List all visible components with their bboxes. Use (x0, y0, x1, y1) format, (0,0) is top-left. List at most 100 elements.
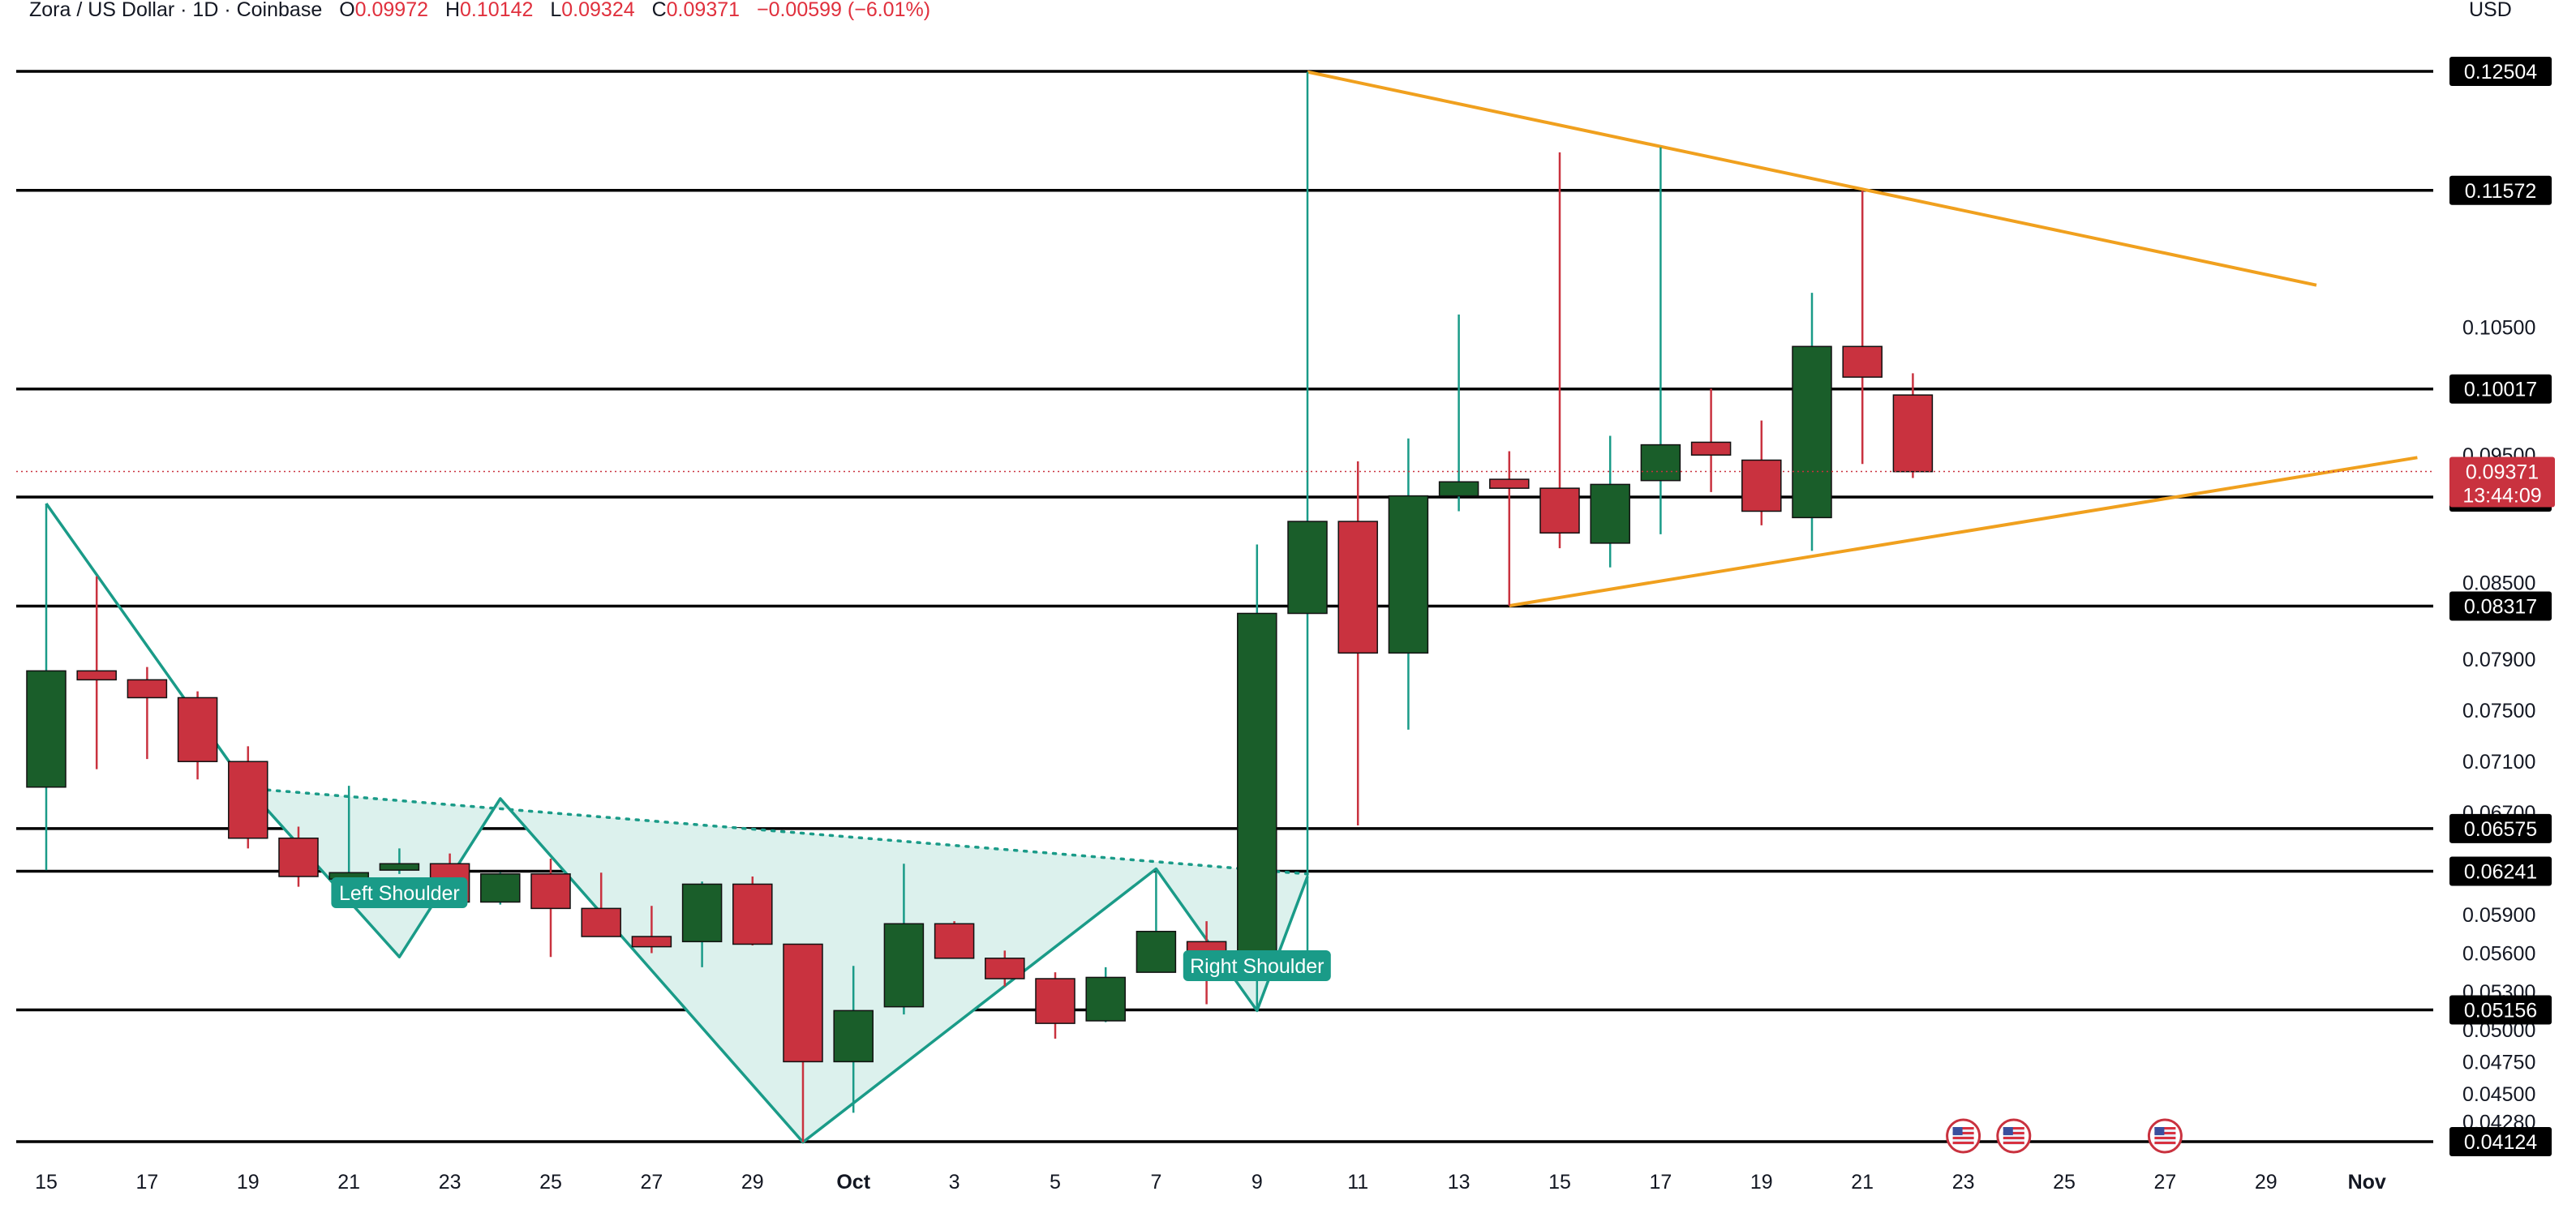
candle-body (379, 863, 420, 871)
close-label: C (652, 0, 667, 21)
pattern-fill (247, 788, 1307, 1142)
candle-body (883, 923, 925, 1008)
x-tick-label: 15 (1548, 1171, 1571, 1194)
candle-down[interactable] (1539, 152, 1580, 549)
level-tag (2449, 856, 2552, 886)
right-shoulder-label: Right Shoulder (1190, 955, 1324, 978)
candle-down[interactable] (1337, 461, 1378, 825)
candle-body (1287, 521, 1328, 615)
candle-down[interactable] (1035, 972, 1075, 1039)
candle-up[interactable] (1640, 147, 1681, 534)
x-tick-label: 29 (741, 1171, 764, 1194)
y-axis: 0.105000.095000.085000.079000.075000.071… (2462, 317, 2535, 1134)
candle-body (1337, 521, 1378, 654)
candle-up[interactable] (883, 864, 925, 1015)
candle-up[interactable] (1388, 438, 1429, 730)
candle-body (1035, 978, 1075, 1024)
candle-down[interactable] (1842, 191, 1883, 465)
level-tag-label: 0.06575 (2464, 818, 2537, 841)
x-tick-label: 15 (35, 1171, 58, 1194)
candle-down[interactable] (732, 876, 773, 946)
level-tag (2449, 813, 2552, 843)
candle-body (480, 873, 521, 903)
candle-down[interactable] (530, 858, 571, 958)
x-tick-label: 17 (1649, 1171, 1672, 1194)
us-flag-event-icon[interactable] (1946, 1118, 1981, 1154)
candle-down[interactable] (278, 826, 319, 887)
event-markers (1946, 1118, 2183, 1154)
pattern-line[interactable] (45, 503, 1309, 1144)
us-flag-event-icon[interactable] (2147, 1118, 2183, 1154)
candle-body (783, 943, 823, 1063)
x-tick-label: 9 (1252, 1171, 1263, 1194)
x-tick-label: Oct (836, 1171, 870, 1194)
open-value: 0.09972 (355, 0, 428, 21)
y-tick-label: 0.08500 (2462, 572, 2535, 595)
level-tag-label: 0.08317 (2464, 596, 2537, 619)
candle-up[interactable] (1136, 871, 1177, 973)
level-tag (2449, 57, 2552, 86)
level-tag-label: 0.11572 (2465, 180, 2537, 203)
candle-down[interactable] (934, 921, 975, 959)
triangle-upper-line[interactable] (1307, 70, 2317, 287)
x-tick-label: 19 (1750, 1171, 1773, 1194)
currency-label[interactable]: USD (2469, 0, 2512, 21)
candle-up[interactable] (1085, 967, 1126, 1022)
us-flag-event-icon[interactable] (1996, 1118, 2032, 1154)
left-shoulder-label: Left Shoulder (339, 882, 460, 905)
candle-up[interactable] (480, 872, 521, 905)
candle-up[interactable] (1438, 314, 1479, 512)
change-value: −0.00599 (−6.01%) (757, 0, 930, 21)
candle-down[interactable] (1489, 451, 1530, 606)
candle-down[interactable] (177, 691, 218, 780)
candle-up[interactable] (1590, 435, 1630, 568)
x-tick-label: 27 (2153, 1171, 2176, 1194)
candle-body (1792, 345, 1832, 519)
candle-up[interactable] (26, 504, 67, 871)
level-tag (2449, 175, 2552, 205)
y-tick-label: 0.07100 (2462, 751, 2535, 774)
level-tag-label: 0.10017 (2464, 379, 2537, 401)
candle-up[interactable] (1287, 71, 1328, 951)
candle-down[interactable] (985, 950, 1025, 987)
candle-body (1640, 444, 1681, 482)
open-label: O (339, 0, 354, 21)
candle-up[interactable] (681, 881, 723, 967)
candle-down[interactable] (228, 746, 268, 849)
candle-up[interactable] (379, 848, 420, 874)
candle-down[interactable] (127, 667, 168, 760)
candle-down[interactable] (631, 906, 672, 954)
candle-down[interactable] (1690, 388, 1732, 492)
candle-up[interactable] (1792, 293, 1832, 551)
candle-up[interactable] (1237, 544, 1277, 1009)
candle-body (1237, 612, 1277, 954)
level-tag (2449, 1127, 2552, 1156)
candle-down[interactable] (1892, 373, 1934, 478)
candle-body (1388, 495, 1429, 654)
candle-down[interactable] (581, 872, 621, 937)
candle-body (26, 670, 67, 788)
candle-down[interactable] (76, 576, 117, 769)
candle-body (228, 761, 268, 839)
candle-down[interactable] (783, 943, 823, 1142)
level-tag (2449, 995, 2552, 1025)
candlestick-series (26, 71, 1934, 1142)
candle-body (732, 883, 773, 945)
candle-up[interactable] (833, 966, 874, 1113)
x-tick-label: 29 (2255, 1171, 2278, 1194)
triangle-lower-line[interactable] (1509, 456, 2418, 608)
candle-body (1892, 394, 1934, 473)
candle-body (631, 936, 672, 948)
low-label: L (550, 0, 561, 21)
candle-down[interactable] (1741, 420, 1782, 525)
neckline[interactable] (247, 787, 1309, 876)
candle-body (1590, 483, 1630, 544)
symbol-label: Zora / US Dollar · 1D · Coinbase (29, 0, 322, 21)
countdown-label: 13:44:09 (2462, 485, 2541, 508)
candle-body (1438, 481, 1479, 497)
symmetrical-triangle (1307, 70, 2418, 608)
candle-body (833, 1009, 874, 1063)
x-tick-label: Nov (2348, 1171, 2386, 1194)
y-tick-label: 0.07900 (2462, 649, 2535, 671)
